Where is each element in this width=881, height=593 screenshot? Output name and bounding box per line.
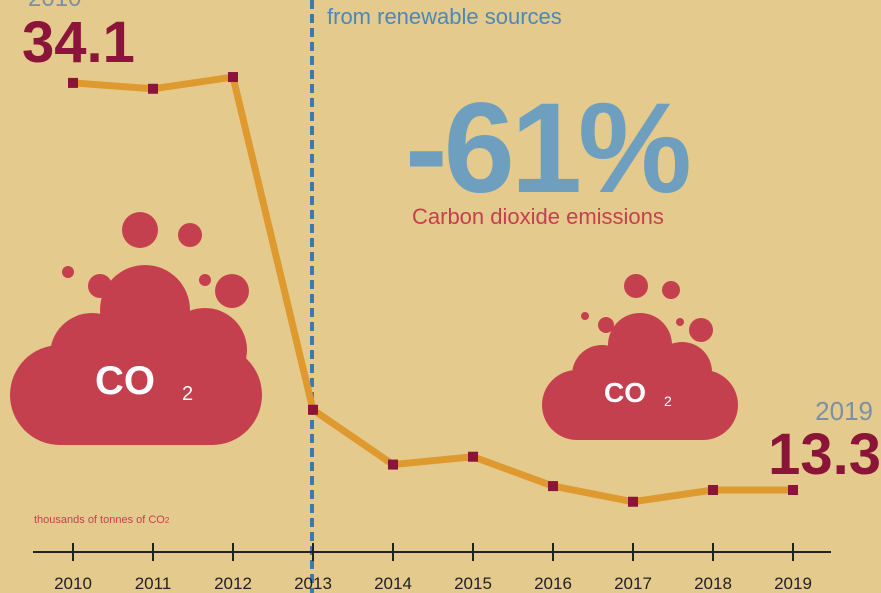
marker [708, 485, 718, 495]
x-tick-label: 2014 [374, 574, 412, 593]
marker [68, 78, 78, 88]
cloud-subscript: 2 [664, 393, 672, 409]
chart: CO 2 CO 2 from renewable sources -61% Ca… [0, 0, 881, 593]
x-tick-label: 2016 [534, 574, 572, 593]
marker [228, 72, 238, 82]
marker [548, 481, 558, 491]
x-tick-label: 2019 [774, 574, 812, 593]
change-label: Carbon dioxide emissions [412, 204, 664, 229]
start-value: 34.1 [22, 10, 135, 75]
x-tick-label: 2017 [614, 574, 652, 593]
marker [148, 84, 158, 94]
end-value: 13.3 [768, 422, 881, 487]
page: CO 2 CO 2 from renewable sources -61% Ca… [0, 0, 881, 593]
marker [788, 485, 798, 495]
unit-label: thousands of tonnes of CO2 [34, 514, 170, 526]
marker [388, 460, 398, 470]
cloud-label: CO [604, 377, 646, 408]
x-tick-label: 2015 [454, 574, 492, 593]
unit-subscript: 2 [165, 516, 170, 525]
marker [308, 405, 318, 415]
unit-text: thousands of tonnes of CO [34, 514, 165, 526]
x-tick-label: 2013 [294, 574, 332, 593]
source-note: from renewable sources [327, 4, 562, 29]
cloud-label: CO [95, 359, 155, 403]
marker [468, 452, 478, 462]
x-tick-label: 2012 [214, 574, 252, 593]
cloud-subscript: 2 [182, 383, 193, 405]
change-value: -61% [405, 77, 689, 220]
marker [628, 497, 638, 507]
x-tick-label: 2011 [135, 574, 172, 593]
x-tick-label: 2010 [54, 574, 92, 593]
x-tick-label: 2018 [694, 574, 732, 593]
